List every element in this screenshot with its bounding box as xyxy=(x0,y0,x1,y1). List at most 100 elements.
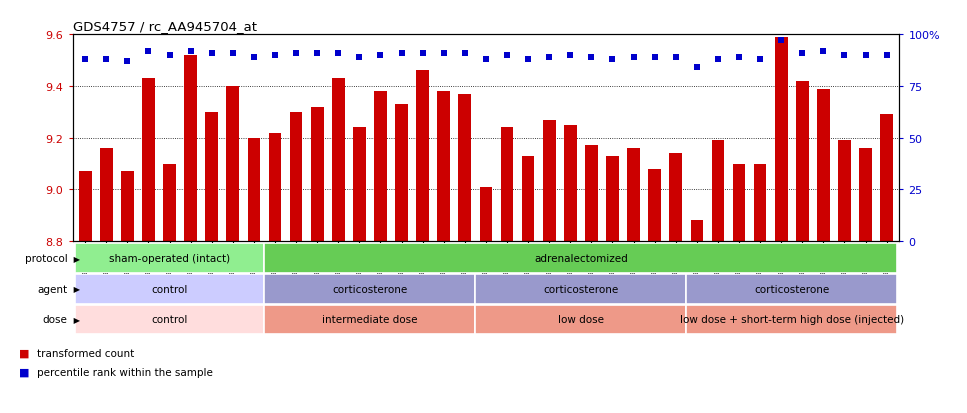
Point xyxy=(668,55,684,61)
Bar xyxy=(185,56,197,242)
Point xyxy=(478,57,493,63)
Text: transformed count: transformed count xyxy=(37,348,134,358)
Bar xyxy=(458,95,471,242)
Point xyxy=(436,50,452,57)
Bar xyxy=(290,112,303,242)
Bar xyxy=(269,133,281,242)
Bar xyxy=(733,164,746,242)
Point xyxy=(520,57,536,63)
Bar xyxy=(205,112,218,242)
Text: dose: dose xyxy=(43,315,68,325)
Bar xyxy=(121,172,133,242)
Point xyxy=(161,52,177,59)
Text: agent: agent xyxy=(38,284,68,294)
Text: corticosterone: corticosterone xyxy=(543,284,619,294)
Point xyxy=(795,50,810,57)
Text: control: control xyxy=(152,284,188,294)
Point xyxy=(183,48,198,55)
Text: ▶: ▶ xyxy=(71,285,79,294)
Bar xyxy=(606,157,619,242)
Point xyxy=(584,55,600,61)
Text: sham-operated (intact): sham-operated (intact) xyxy=(109,254,230,263)
Bar xyxy=(264,244,897,273)
Text: corticosterone: corticosterone xyxy=(333,284,407,294)
Bar xyxy=(880,115,893,242)
Point xyxy=(879,52,894,59)
Bar xyxy=(396,105,408,242)
Point xyxy=(141,48,157,55)
Point xyxy=(626,55,641,61)
Bar xyxy=(264,274,476,304)
Point xyxy=(710,57,725,63)
Bar xyxy=(353,128,366,242)
Point xyxy=(204,50,220,57)
Bar xyxy=(817,89,830,242)
Bar xyxy=(310,107,324,242)
Bar xyxy=(437,92,450,242)
Bar xyxy=(74,274,264,304)
Point xyxy=(858,52,873,59)
Bar xyxy=(476,274,687,304)
Bar xyxy=(248,138,260,242)
Bar xyxy=(542,120,555,242)
Point xyxy=(331,50,346,57)
Text: ■: ■ xyxy=(19,367,30,377)
Bar xyxy=(374,92,387,242)
Bar xyxy=(669,154,682,242)
Point xyxy=(457,50,473,57)
Point xyxy=(563,52,578,59)
Text: ▶: ▶ xyxy=(71,315,79,324)
Point xyxy=(352,55,367,61)
Bar xyxy=(860,149,872,242)
Bar xyxy=(74,305,264,335)
Bar xyxy=(687,305,897,335)
Point xyxy=(815,48,831,55)
Text: low dose: low dose xyxy=(558,315,603,325)
Text: percentile rank within the sample: percentile rank within the sample xyxy=(37,367,213,377)
Bar xyxy=(501,128,513,242)
Bar xyxy=(775,38,787,242)
Text: ■: ■ xyxy=(19,348,30,358)
Point xyxy=(499,52,514,59)
Point xyxy=(99,57,114,63)
Point xyxy=(394,50,409,57)
Bar xyxy=(628,149,640,242)
Bar xyxy=(564,126,576,242)
Text: corticosterone: corticosterone xyxy=(754,284,830,294)
Point xyxy=(225,50,241,57)
Point xyxy=(267,52,282,59)
Bar xyxy=(264,305,476,335)
Bar xyxy=(585,146,598,242)
Point xyxy=(604,57,620,63)
Text: GDS4757 / rc_AA945704_at: GDS4757 / rc_AA945704_at xyxy=(73,19,256,33)
Bar xyxy=(226,87,239,242)
Bar xyxy=(712,141,724,242)
Bar xyxy=(142,79,155,242)
Bar xyxy=(690,221,703,242)
Point xyxy=(689,65,705,71)
Text: low dose + short-term high dose (injected): low dose + short-term high dose (injecte… xyxy=(680,315,904,325)
Bar xyxy=(648,169,661,242)
Bar xyxy=(332,79,344,242)
Point xyxy=(774,38,789,45)
Bar xyxy=(163,164,176,242)
Point xyxy=(542,55,557,61)
Point xyxy=(120,59,135,65)
Text: protocol: protocol xyxy=(25,254,68,263)
Point xyxy=(247,55,262,61)
Bar xyxy=(796,82,808,242)
Point xyxy=(415,50,430,57)
Point xyxy=(288,50,304,57)
Point xyxy=(752,57,768,63)
Point xyxy=(309,50,325,57)
Point xyxy=(731,55,747,61)
Bar xyxy=(79,172,92,242)
Point xyxy=(77,57,93,63)
Bar xyxy=(522,157,535,242)
Point xyxy=(836,52,852,59)
Bar xyxy=(838,141,851,242)
Bar xyxy=(480,188,492,242)
Bar xyxy=(74,244,264,273)
Text: ▶: ▶ xyxy=(71,254,79,263)
Bar xyxy=(417,71,429,242)
